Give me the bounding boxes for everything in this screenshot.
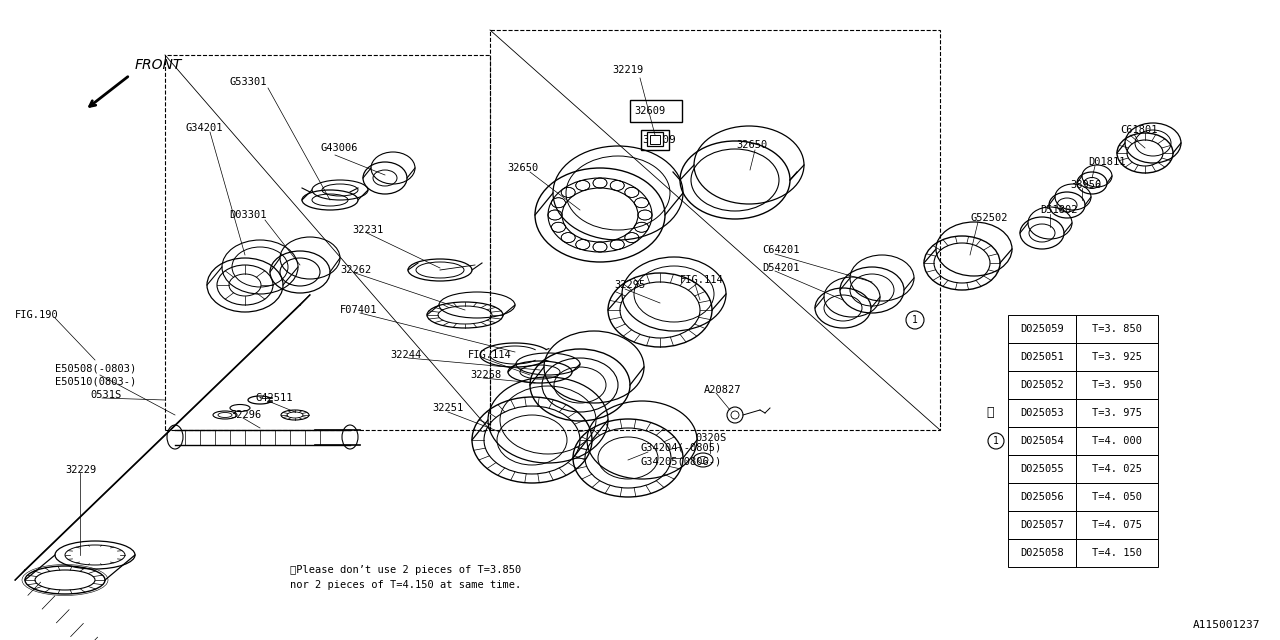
Text: T=4. 000: T=4. 000 <box>1092 436 1142 446</box>
Bar <box>641 130 669 150</box>
Text: 1: 1 <box>993 436 998 446</box>
Text: T=4. 150: T=4. 150 <box>1092 548 1142 558</box>
Text: D54201: D54201 <box>762 263 800 273</box>
Text: D025053: D025053 <box>1020 408 1064 418</box>
Bar <box>1076 343 1158 371</box>
Text: 32231: 32231 <box>352 225 383 235</box>
Text: C64201: C64201 <box>762 245 800 255</box>
Bar <box>1009 427 1076 455</box>
Text: F07401: F07401 <box>340 305 378 315</box>
Bar <box>1009 455 1076 483</box>
Text: FRONT: FRONT <box>134 58 182 72</box>
Bar <box>1076 483 1158 511</box>
Text: T=4. 050: T=4. 050 <box>1092 492 1142 502</box>
Text: D025057: D025057 <box>1020 520 1064 530</box>
Text: D025051: D025051 <box>1020 352 1064 362</box>
Text: T=4. 075: T=4. 075 <box>1092 520 1142 530</box>
Text: FIG.114: FIG.114 <box>468 350 512 360</box>
Bar <box>1009 343 1076 371</box>
Text: ※Please don’t use 2 pieces of T=3.850: ※Please don’t use 2 pieces of T=3.850 <box>291 565 521 575</box>
Text: C61801: C61801 <box>1120 125 1157 135</box>
Bar <box>1076 315 1158 343</box>
Bar <box>650 135 660 144</box>
Text: G34205(0806-): G34205(0806-) <box>640 457 721 467</box>
Text: G34201: G34201 <box>186 123 223 133</box>
Text: 32251: 32251 <box>433 403 463 413</box>
Text: G43006: G43006 <box>320 143 357 153</box>
Text: T=3. 850: T=3. 850 <box>1092 324 1142 334</box>
Text: 38956: 38956 <box>1070 180 1101 190</box>
Text: 32244: 32244 <box>390 350 421 360</box>
Bar <box>1009 315 1076 343</box>
Text: 32219: 32219 <box>612 65 644 75</box>
Text: 32295: 32295 <box>614 280 645 290</box>
Text: 32650: 32650 <box>736 140 767 150</box>
Text: T=3. 925: T=3. 925 <box>1092 352 1142 362</box>
Bar <box>1076 511 1158 539</box>
Text: D025054: D025054 <box>1020 436 1064 446</box>
Text: FIG.114: FIG.114 <box>680 275 723 285</box>
Text: E50508(-0803): E50508(-0803) <box>55 363 136 373</box>
Text: G53301: G53301 <box>229 77 266 87</box>
Bar <box>1009 539 1076 567</box>
Text: T=3. 975: T=3. 975 <box>1092 408 1142 418</box>
Bar <box>1009 483 1076 511</box>
Bar <box>1076 371 1158 399</box>
Bar <box>165 55 490 430</box>
Bar <box>1076 427 1158 455</box>
Bar <box>630 100 682 122</box>
Text: D51802: D51802 <box>1039 205 1078 215</box>
Text: 32609: 32609 <box>643 135 676 145</box>
Text: G52502: G52502 <box>970 213 1007 223</box>
Text: T=3. 950: T=3. 950 <box>1092 380 1142 390</box>
Bar <box>1009 399 1076 427</box>
Text: D025056: D025056 <box>1020 492 1064 502</box>
Text: 32258: 32258 <box>470 370 502 380</box>
Text: 0320S: 0320S <box>695 433 726 443</box>
Text: 0531S: 0531S <box>90 390 122 400</box>
Text: T=4. 025: T=4. 025 <box>1092 464 1142 474</box>
Text: 32609: 32609 <box>634 106 666 116</box>
Text: D025052: D025052 <box>1020 380 1064 390</box>
Bar <box>1076 455 1158 483</box>
Text: E50510(0803-): E50510(0803-) <box>55 376 136 386</box>
Text: FIG.190: FIG.190 <box>15 310 59 320</box>
Text: D01811: D01811 <box>1088 157 1125 167</box>
Text: D025059: D025059 <box>1020 324 1064 334</box>
Bar <box>646 132 663 146</box>
Text: 1: 1 <box>913 315 918 325</box>
Bar <box>1076 399 1158 427</box>
Text: D03301: D03301 <box>229 210 266 220</box>
Text: A20827: A20827 <box>704 385 741 395</box>
Text: nor 2 pieces of T=4.150 at same time.: nor 2 pieces of T=4.150 at same time. <box>291 580 521 590</box>
Text: 32262: 32262 <box>340 265 371 275</box>
Text: A115001237: A115001237 <box>1193 620 1260 630</box>
Bar <box>490 30 940 430</box>
Text: ※: ※ <box>987 406 993 419</box>
Bar <box>1009 371 1076 399</box>
Text: 32229: 32229 <box>65 465 96 475</box>
Text: G42511: G42511 <box>255 393 293 403</box>
Text: D025058: D025058 <box>1020 548 1064 558</box>
Bar <box>1076 539 1158 567</box>
Text: 32296: 32296 <box>230 410 261 420</box>
Bar <box>1009 511 1076 539</box>
Text: G34204(-0805): G34204(-0805) <box>640 443 721 453</box>
Text: D025055: D025055 <box>1020 464 1064 474</box>
Text: 32650: 32650 <box>507 163 539 173</box>
